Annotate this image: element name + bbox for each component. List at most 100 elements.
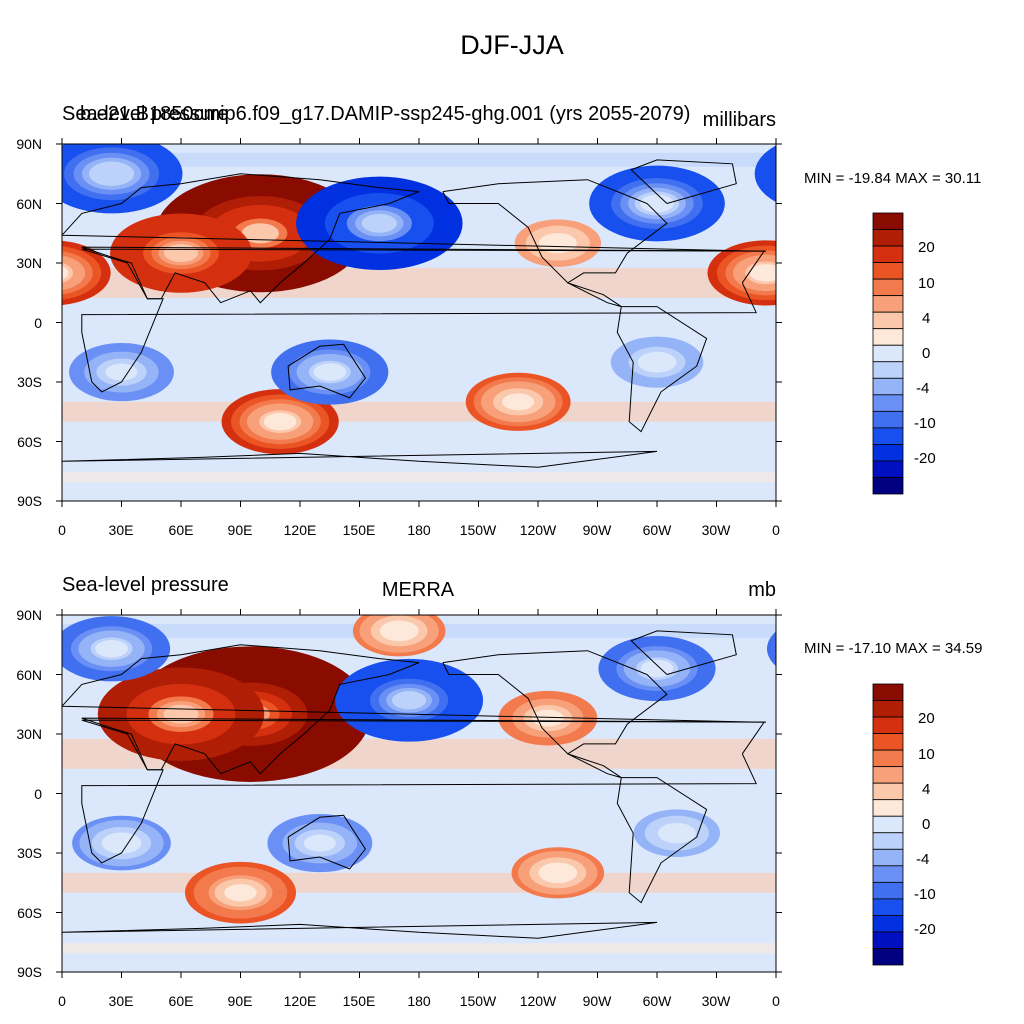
contour-region <box>105 834 138 852</box>
contour-region <box>938 884 970 901</box>
contour-region <box>641 353 673 371</box>
contour-region <box>819 364 851 381</box>
coastline <box>287 814 367 870</box>
contour-region <box>820 835 852 852</box>
contour-region <box>62 266 69 280</box>
panel2-lat-label: 0 <box>34 786 42 802</box>
coastline <box>62 921 658 939</box>
colorbar-swatch <box>872 799 904 817</box>
contour-region <box>532 709 564 727</box>
panel1-lat-label: 90N <box>16 136 42 152</box>
colorbar-swatch <box>872 278 904 297</box>
panel2-lon-label: 120E <box>283 993 317 1009</box>
contour-region <box>391 691 427 710</box>
coastline <box>442 650 668 779</box>
panel2-minmax: MIN = -17.10 MAX = 34.59 <box>804 640 983 657</box>
contour-region <box>224 884 257 902</box>
contour-region <box>908 196 1024 270</box>
contour-region <box>105 363 138 381</box>
colorbar-swatch <box>872 948 904 966</box>
contour-region <box>785 626 866 671</box>
contour-region <box>923 205 1024 262</box>
contour-region <box>809 640 842 657</box>
colorbar-swatch <box>872 344 904 363</box>
contour-region <box>815 361 855 383</box>
colorbar-label: -4 <box>916 380 930 397</box>
panel2-lon-label: 90W <box>582 993 612 1009</box>
colorbar-swatch <box>872 377 904 396</box>
panel1-lat-label: 30S <box>17 374 42 390</box>
colorbar-label: 4 <box>922 781 931 798</box>
colorbar-swatch <box>872 229 904 247</box>
colorbar-swatch <box>872 410 904 429</box>
contour-region <box>816 832 856 853</box>
colorbar-swatch <box>872 815 904 834</box>
contour-region <box>767 631 776 667</box>
contour-region <box>799 634 852 663</box>
panel1-lat-label: 60N <box>16 196 42 212</box>
contour-region <box>786 816 885 871</box>
panel2-left-title: Sea-level pressure <box>62 574 229 596</box>
coastline <box>81 248 766 393</box>
contour-region <box>805 637 847 660</box>
panel1-lon-label: 150E <box>342 522 376 538</box>
colorbar-swatch <box>872 931 904 949</box>
colorbar-swatch <box>872 245 904 263</box>
contour-region <box>995 345 1024 399</box>
zonal-band <box>62 401 776 422</box>
contour-region <box>945 704 984 725</box>
panel1-lon-label: 90W <box>582 522 612 538</box>
colorbar-label: 0 <box>922 816 931 833</box>
contour-region <box>1014 832 1024 854</box>
colorbar-swatch <box>872 460 904 478</box>
colorbar-swatch <box>872 477 904 495</box>
colorbar-swatch <box>872 865 904 883</box>
colorbar-swatch <box>872 881 904 900</box>
contour-region <box>502 393 535 411</box>
contour-region <box>263 412 297 431</box>
contour-region <box>542 234 574 252</box>
contour-region <box>776 621 874 675</box>
panel1-lon-label: 120W <box>519 522 557 538</box>
colorbar-swatch <box>872 311 904 330</box>
contour-region <box>313 363 347 381</box>
colorbar-swatch <box>872 295 904 313</box>
contour-region <box>1018 835 1024 852</box>
figure-title: DJF-JJA <box>460 30 564 60</box>
contour-region <box>164 244 198 263</box>
panel2-lon-label: 0 <box>58 993 66 1009</box>
panel1-lon-label: 150W <box>459 522 497 538</box>
panel1-lon-label: 60E <box>168 522 194 538</box>
zonal-band <box>62 943 776 954</box>
contour-region <box>94 164 129 183</box>
panel1-lat-label: 0 <box>34 315 42 331</box>
panel1-field <box>62 144 1024 501</box>
contour-region <box>95 640 128 658</box>
panel2-lat-label: 60N <box>16 667 42 683</box>
colorbar-swatch <box>872 766 904 784</box>
panel2-lat-label: 90S <box>17 964 42 980</box>
colorbar-label: 20 <box>918 710 935 727</box>
coastline <box>630 159 737 204</box>
panel2-lat-label: 30N <box>16 726 42 742</box>
contour-region <box>961 404 1024 440</box>
colorbar-label: -20 <box>914 921 936 938</box>
colorbar-label: 0 <box>922 345 931 362</box>
contour-region <box>923 691 1006 737</box>
panel2-lon-label: 180 <box>407 993 431 1009</box>
panel2-lon-label: 150W <box>459 993 497 1009</box>
contour-region <box>810 358 860 385</box>
coastline <box>442 179 668 308</box>
contour-region <box>1010 177 1024 270</box>
contour-region <box>640 659 674 678</box>
panel1-lat-label: 60S <box>17 434 42 450</box>
contour-region <box>303 834 336 852</box>
panel1-lon-label: 0 <box>772 522 780 538</box>
panel1-lon-label: 90E <box>227 522 253 538</box>
panel2-lon-label: 120W <box>519 993 557 1009</box>
contour-region <box>806 827 865 859</box>
contour-region <box>793 820 877 866</box>
panel2-lat-label: 60S <box>17 905 42 921</box>
contour-region <box>934 882 975 904</box>
panel2-field <box>62 615 1024 972</box>
